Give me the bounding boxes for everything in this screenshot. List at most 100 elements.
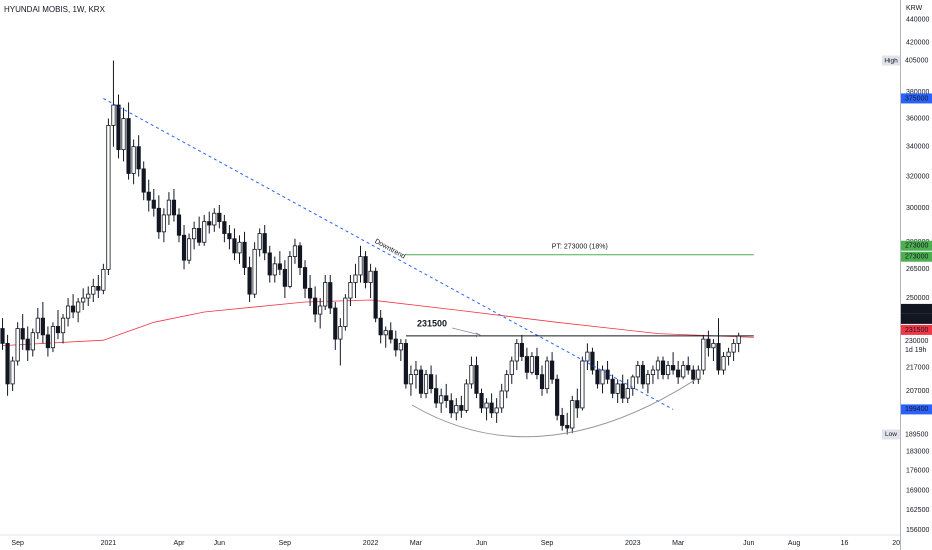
- price-badge-label: 189500: [905, 431, 928, 438]
- candle-body: [126, 118, 131, 174]
- x-tick-label: 2023: [625, 540, 641, 547]
- candle-body: [449, 400, 454, 414]
- candle-body: [287, 256, 293, 287]
- price-badge: [901, 404, 932, 415]
- candle-body: [413, 369, 419, 376]
- candle-body: [660, 360, 666, 376]
- candle-body: [257, 233, 262, 250]
- trendline: [103, 97, 674, 410]
- candle-body: [101, 268, 106, 291]
- price-badge-label: 231500: [905, 327, 928, 334]
- candle-body: [620, 383, 625, 399]
- y-tick-label: 440000: [906, 17, 929, 24]
- price-badge-label: 230000: [905, 338, 928, 345]
- y-tick-label: 340000: [906, 144, 929, 151]
- candle-body: [711, 343, 716, 349]
- candle-body: [10, 360, 15, 385]
- candle-body: [484, 402, 489, 409]
- candle-body: [116, 104, 121, 150]
- candle-body: [524, 356, 529, 373]
- x-tick-label: Mar: [410, 540, 423, 547]
- candle-body: [550, 360, 555, 380]
- candle-body: [106, 125, 111, 270]
- y-tick-label: 380000: [906, 89, 929, 96]
- candle-body: [701, 338, 706, 371]
- y-tick-label: 156000: [906, 527, 929, 534]
- price-axis-panel: [900, 0, 932, 550]
- price-badge-label: 273000: [905, 243, 928, 250]
- candle-body: [338, 326, 343, 340]
- candle-body: [691, 369, 696, 380]
- candle-body: [383, 330, 388, 336]
- chart-title: HYUNDAI MOBIS, 1W, KRX: [4, 5, 106, 14]
- candle-body: [504, 374, 509, 392]
- candle-body: [721, 356, 726, 371]
- y-tick-label: 176000: [906, 468, 929, 475]
- price-badge-tag-label: Low: [885, 431, 897, 438]
- price-badge-label: 375000: [905, 95, 928, 102]
- candle-body: [297, 245, 303, 268]
- candle-body: [151, 199, 156, 209]
- y-tick-label: 169000: [906, 488, 929, 495]
- candle-body: [55, 326, 61, 334]
- y-tick-label: 207000: [906, 388, 929, 395]
- candle-body: [181, 234, 187, 261]
- candle-body: [86, 293, 91, 299]
- candle-body: [166, 199, 172, 216]
- candle-body: [615, 383, 620, 394]
- candle-body: [605, 369, 610, 380]
- candle-body: [731, 343, 736, 353]
- candle-body: [363, 256, 368, 283]
- x-tick-label: Mar: [672, 540, 685, 547]
- price-badge: [901, 336, 932, 347]
- x-tick-label: Aug: [788, 540, 801, 547]
- price-badge-tag: [882, 55, 900, 66]
- candle-body: [555, 378, 560, 416]
- price-badge-label: 405000: [905, 57, 928, 64]
- candle-body: [595, 369, 600, 385]
- price-badge: [901, 429, 932, 440]
- candle-body: [408, 374, 414, 385]
- candle-body: [348, 282, 353, 299]
- candle-body: [388, 330, 393, 340]
- candle-body: [207, 221, 212, 226]
- candle-body: [378, 317, 383, 336]
- candle-body: [519, 343, 524, 357]
- price-badge: [901, 313, 932, 324]
- candle-body: [35, 317, 40, 334]
- candle-body: [71, 305, 76, 313]
- candle-body: [696, 369, 701, 380]
- candle-body: [580, 360, 585, 409]
- level-arrow: [451, 327, 481, 338]
- candle-body: [81, 297, 86, 303]
- candle-body: [625, 388, 630, 399]
- y-tick-label: 217000: [906, 365, 929, 372]
- candle-body: [499, 390, 504, 409]
- candle-body: [197, 227, 202, 243]
- candle-body: [726, 351, 731, 357]
- candle-body: [5, 343, 10, 385]
- candle-body: [161, 214, 166, 233]
- candle-body: [65, 305, 71, 319]
- candle-body: [146, 191, 151, 201]
- candle-body: [479, 392, 484, 409]
- price-badge: [901, 303, 932, 314]
- candle-body: [428, 374, 434, 390]
- candle-body: [222, 221, 227, 234]
- candle-body: [544, 360, 550, 390]
- plot-area: Downtrend PT: 273000 (18%) 231500 Sep 2021 Ap…: [0, 60, 908, 547]
- candle-body: [393, 338, 398, 351]
- price-badge: [901, 240, 932, 251]
- candle-body: [313, 297, 318, 315]
- candle-body: [302, 267, 308, 289]
- candle-body: [423, 374, 429, 394]
- candle-body: [20, 328, 25, 340]
- candle-body: [529, 356, 535, 373]
- candle-body: [560, 414, 565, 426]
- x-tick-label: Sep: [541, 540, 554, 547]
- candle-body: [671, 365, 676, 371]
- y-tick-label: 360000: [906, 115, 929, 122]
- y-tick-label: 162500: [906, 507, 929, 514]
- candle-body: [585, 351, 590, 362]
- candle-body: [15, 328, 20, 362]
